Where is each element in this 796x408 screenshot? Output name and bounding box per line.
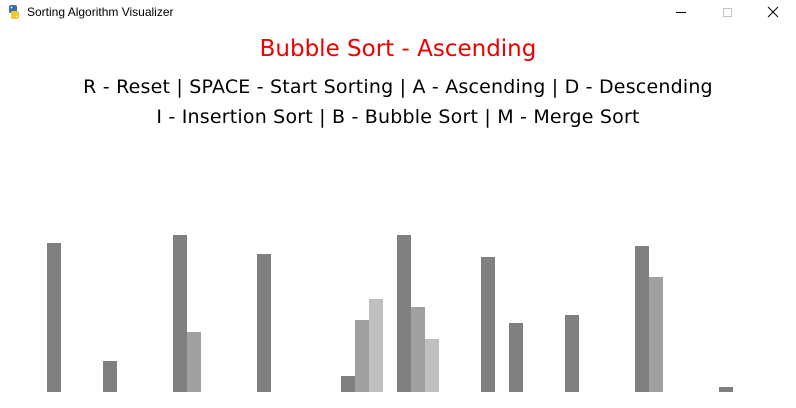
array-bar [257,254,271,392]
maximize-icon [722,7,732,17]
close-icon [767,3,779,22]
instructions-line-2: I - Insertion Sort | B - Bubble Sort | M… [156,106,640,128]
array-bar [509,323,523,392]
array-bar [47,243,61,392]
array-bar [341,376,355,392]
array-bar [187,332,201,392]
array-bar [355,320,369,392]
array-bar [369,299,383,392]
instructions-line-1: R - Reset | SPACE - Start Sorting | A - … [83,76,713,98]
window-title: Sorting Algorithm Visualizer [27,5,174,19]
array-bar [481,257,495,392]
minimize-icon [676,11,686,13]
python-icon [6,4,22,20]
array-bar [565,315,579,392]
array-bar [635,246,649,392]
title-bar[interactable]: Sorting Algorithm Visualizer [0,0,796,24]
algorithm-title: Bubble Sort - Ascending [259,36,537,62]
array-bar [425,339,439,392]
array-bar [397,235,411,392]
close-button[interactable] [750,0,796,24]
minimize-button[interactable] [658,0,704,24]
array-bar [719,387,733,392]
maximize-button[interactable] [704,0,750,24]
array-bar [173,235,187,392]
array-bar [411,307,425,392]
array-bar [103,361,117,392]
array-bar [649,277,663,392]
